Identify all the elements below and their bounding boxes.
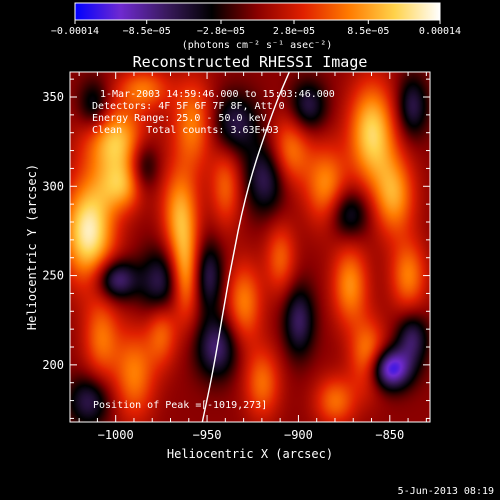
x-tick-label: −850 xyxy=(375,428,404,442)
heatmap-image xyxy=(70,72,430,422)
chart-title: Reconstructed RHESSI Image xyxy=(133,53,368,71)
peak-annotation: Position of Peak = [-1019,273] xyxy=(93,400,267,411)
y-tick-label: 250 xyxy=(42,269,64,283)
x-tick-label: −900 xyxy=(284,428,313,442)
info-clean-counts: Clean Total counts: 3.63E+03 xyxy=(92,125,279,136)
y-tick-label: 350 xyxy=(42,90,64,104)
date-stamp: 5-Jun-2013 08:19 xyxy=(398,486,494,497)
colorbar-tick-label: −2.8e−05 xyxy=(197,26,245,37)
colorbar: −0.00014 −8.5e−05 −2.8e−05 2.8e−05 8.5e−05 0.… xyxy=(51,2,461,51)
colorbar-tick-label: 8.5e−05 xyxy=(347,26,389,37)
info-energy-range: Energy Range: 25.0 - 50.0 keV xyxy=(92,113,267,124)
x-tick-label: −1000 xyxy=(98,428,134,442)
y-tick-label: 200 xyxy=(42,358,64,372)
peak-label: Position of Peak = xyxy=(93,400,201,411)
info-detectors: Detectors: 4F 5F 6F 7F 8F, Att 0 xyxy=(92,101,285,112)
peak-value: [-1019,273] xyxy=(201,400,267,411)
colorbar-tick-label: 0.00014 xyxy=(419,26,461,37)
y-tick-label: 300 xyxy=(42,179,64,193)
colorbar-tick-label: −8.5e−05 xyxy=(123,26,171,37)
colorbar-tick-label: −0.00014 xyxy=(51,26,99,37)
colorbar-unit-label: (photons cm⁻² s⁻¹ asec⁻²) xyxy=(182,40,333,51)
x-tick-label: −950 xyxy=(193,428,222,442)
y-axis-label: Heliocentric Y (arcsec) xyxy=(25,164,39,330)
info-annotations: 1-Mar-2003 14:59:46.000 to 15:03:46.000 … xyxy=(92,89,335,136)
axis-ticks: −1000 −950 −900 −850 200 250 300 350 xyxy=(42,72,430,442)
plot-area: −1000 −950 −900 −850 200 250 300 350 xyxy=(42,71,431,442)
info-time-range: 1-Mar-2003 14:59:46.000 to 15:03:46.000 xyxy=(100,89,335,100)
x-axis-label: Heliocentric X (arcsec) xyxy=(167,447,333,461)
solar-limb-line xyxy=(201,72,290,422)
colorbar-gradient xyxy=(74,2,441,21)
colorbar-ticks: −0.00014 −8.5e−05 −2.8e−05 2.8e−05 8.5e−05 0.… xyxy=(51,20,461,37)
plot-frame xyxy=(69,71,431,423)
colorbar-tick-label: 2.8e−05 xyxy=(273,26,315,37)
